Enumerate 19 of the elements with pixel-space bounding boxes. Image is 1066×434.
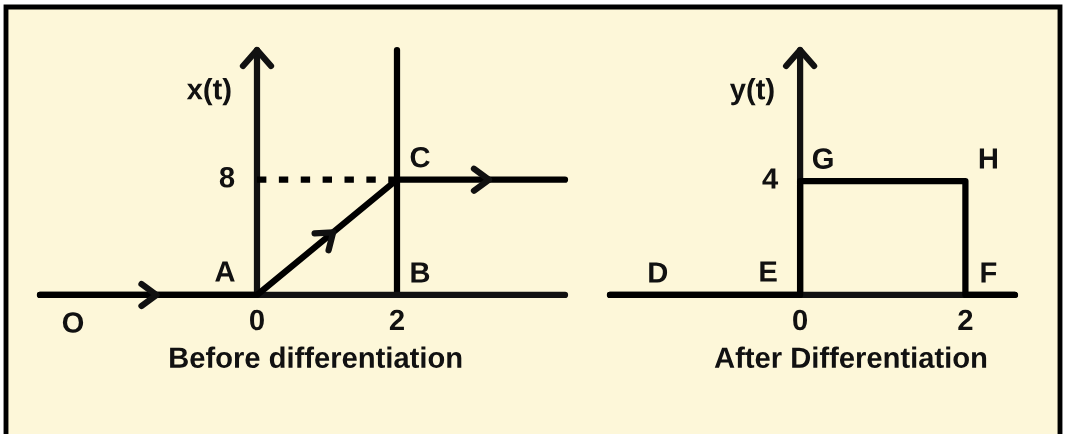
annotation: C xyxy=(410,146,430,168)
x-tick-label: 0 xyxy=(250,309,264,331)
annotation: E xyxy=(760,261,777,282)
annotation: O xyxy=(62,312,84,333)
data-label: 8 xyxy=(219,166,235,188)
annotation: A xyxy=(215,261,235,282)
data-label: 4 xyxy=(762,168,779,189)
y-axis-title: x(t) xyxy=(186,78,231,106)
x-tick-label: 0 xyxy=(793,309,808,331)
annotation: G xyxy=(812,148,833,169)
text: After Differentiation xyxy=(714,346,987,368)
text: Before differentiation xyxy=(170,346,462,368)
annotation: B xyxy=(411,262,430,283)
annotation: H xyxy=(979,148,997,169)
x-tick-label: 2 xyxy=(389,309,404,331)
y-axis-title: y(t) xyxy=(729,78,774,106)
annotation: F xyxy=(981,262,997,283)
x-tick-label: 2 xyxy=(958,309,973,331)
annotation: D xyxy=(649,262,668,283)
